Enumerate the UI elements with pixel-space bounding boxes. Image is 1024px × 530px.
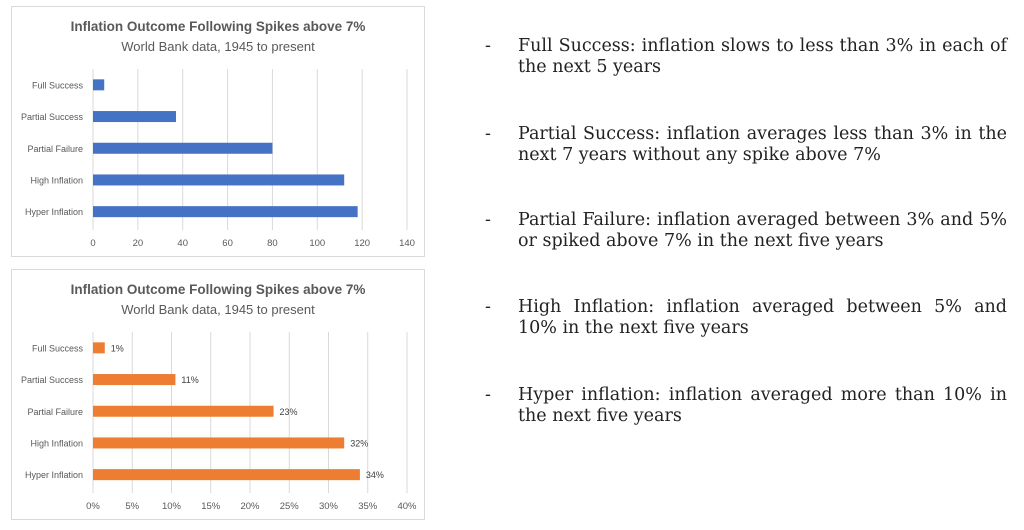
data-label-partial-success: 11% xyxy=(181,375,198,385)
chart-count: Inflation Outcome Following Spikes above… xyxy=(11,6,425,257)
x-tick-label: 35% xyxy=(358,501,378,512)
bullet-dash: - xyxy=(485,297,491,317)
bar-hyper-inflation xyxy=(93,206,358,218)
data-label-high-inflation: 32% xyxy=(350,438,368,448)
bullet-dash: - xyxy=(485,124,491,144)
bar-full-success xyxy=(93,342,105,354)
chart-subtitle: World Bank data, 1945 to present xyxy=(121,302,315,317)
x-tick-label: 100 xyxy=(309,238,325,249)
bullet-dash: - xyxy=(485,210,491,230)
category-label-partial-failure: Partial Failure xyxy=(27,144,83,154)
category-label-full-success: Full Success xyxy=(32,343,84,353)
category-label-hyper-inflation: Hyper Inflation xyxy=(25,207,83,217)
x-tick-label: 20 xyxy=(133,238,144,249)
chart-title: Inflation Outcome Following Spikes above… xyxy=(70,19,366,34)
bar-high-inflation xyxy=(93,437,345,449)
chart-title: Inflation Outcome Following Spikes above… xyxy=(70,282,366,297)
chart-percent: Inflation Outcome Following Spikes above… xyxy=(11,269,425,520)
bar-partial-success xyxy=(93,374,176,386)
x-tick-label: 15% xyxy=(201,501,221,512)
x-tick-label: 25% xyxy=(280,501,300,512)
definition-text: Partial Success: inflation averages less… xyxy=(518,124,1007,165)
x-tick-label: 40 xyxy=(177,238,188,249)
x-tick-label: 140 xyxy=(399,238,415,249)
definition-text: Full Success: inflation slows to less th… xyxy=(518,36,1007,77)
bar-high-inflation xyxy=(93,174,345,186)
data-label-hyper-inflation: 34% xyxy=(366,470,384,480)
x-tick-label: 20% xyxy=(240,501,260,512)
data-label-full-success: 1% xyxy=(111,343,124,353)
x-tick-label: 5% xyxy=(125,501,139,512)
definition-partial-failure: - Partial Failure: inflation averaged be… xyxy=(482,210,1007,252)
bar-partial-success xyxy=(93,111,176,123)
bullet-dash: - xyxy=(485,385,491,405)
x-tick-label: 40% xyxy=(397,501,417,512)
x-tick-label: 60 xyxy=(222,238,233,249)
bar-partial-failure xyxy=(93,405,274,417)
bar-partial-failure xyxy=(93,142,273,154)
definition-full-success: - Full Success: inflation slows to less … xyxy=(482,36,1007,78)
category-label-partial-success: Partial Success xyxy=(21,375,84,385)
definition-high-inflation: - High Inflation: inflation averaged bet… xyxy=(482,297,1007,339)
x-tick-label: 120 xyxy=(354,238,370,249)
data-label-partial-failure: 23% xyxy=(280,407,298,417)
definition-hyper-inflation: - Hyper inflation: inflation averaged mo… xyxy=(482,385,1007,427)
category-label-high-inflation: High Inflation xyxy=(30,175,83,185)
bullet-dash: - xyxy=(485,36,491,56)
bar-full-success xyxy=(93,79,105,91)
category-label-hyper-inflation: Hyper Inflation xyxy=(25,470,83,480)
category-label-partial-success: Partial Success xyxy=(21,112,84,122)
chart-plot: 0 20 40 60 80 100 120 140 Full Success Partial Su… xyxy=(21,69,415,249)
category-label-full-success: Full Success xyxy=(32,80,84,90)
definition-text: Partial Failure: inflation averaged betw… xyxy=(518,210,1007,251)
definition-text: Hyper inflation: inflation averaged more… xyxy=(518,385,1007,426)
x-tick-label: 80 xyxy=(267,238,278,249)
x-tick-label: 0% xyxy=(86,501,100,512)
chart-subtitle: World Bank data, 1945 to present xyxy=(121,39,315,54)
category-label-partial-failure: Partial Failure xyxy=(27,407,83,417)
x-tick-label: 0 xyxy=(90,238,95,249)
category-label-high-inflation: High Inflation xyxy=(30,438,83,448)
x-tick-label: 10% xyxy=(162,501,182,512)
chart-plot: 0% 5% 10% 15% 20% 25% 30% 35% 40% Full Success 1% P… xyxy=(21,332,417,512)
definition-text: High Inflation: inflation averaged betwe… xyxy=(518,297,1007,338)
bar-hyper-inflation xyxy=(93,469,360,481)
definition-partial-success: - Partial Success: inflation averages le… xyxy=(482,124,1007,166)
x-tick-label: 30% xyxy=(319,501,339,512)
